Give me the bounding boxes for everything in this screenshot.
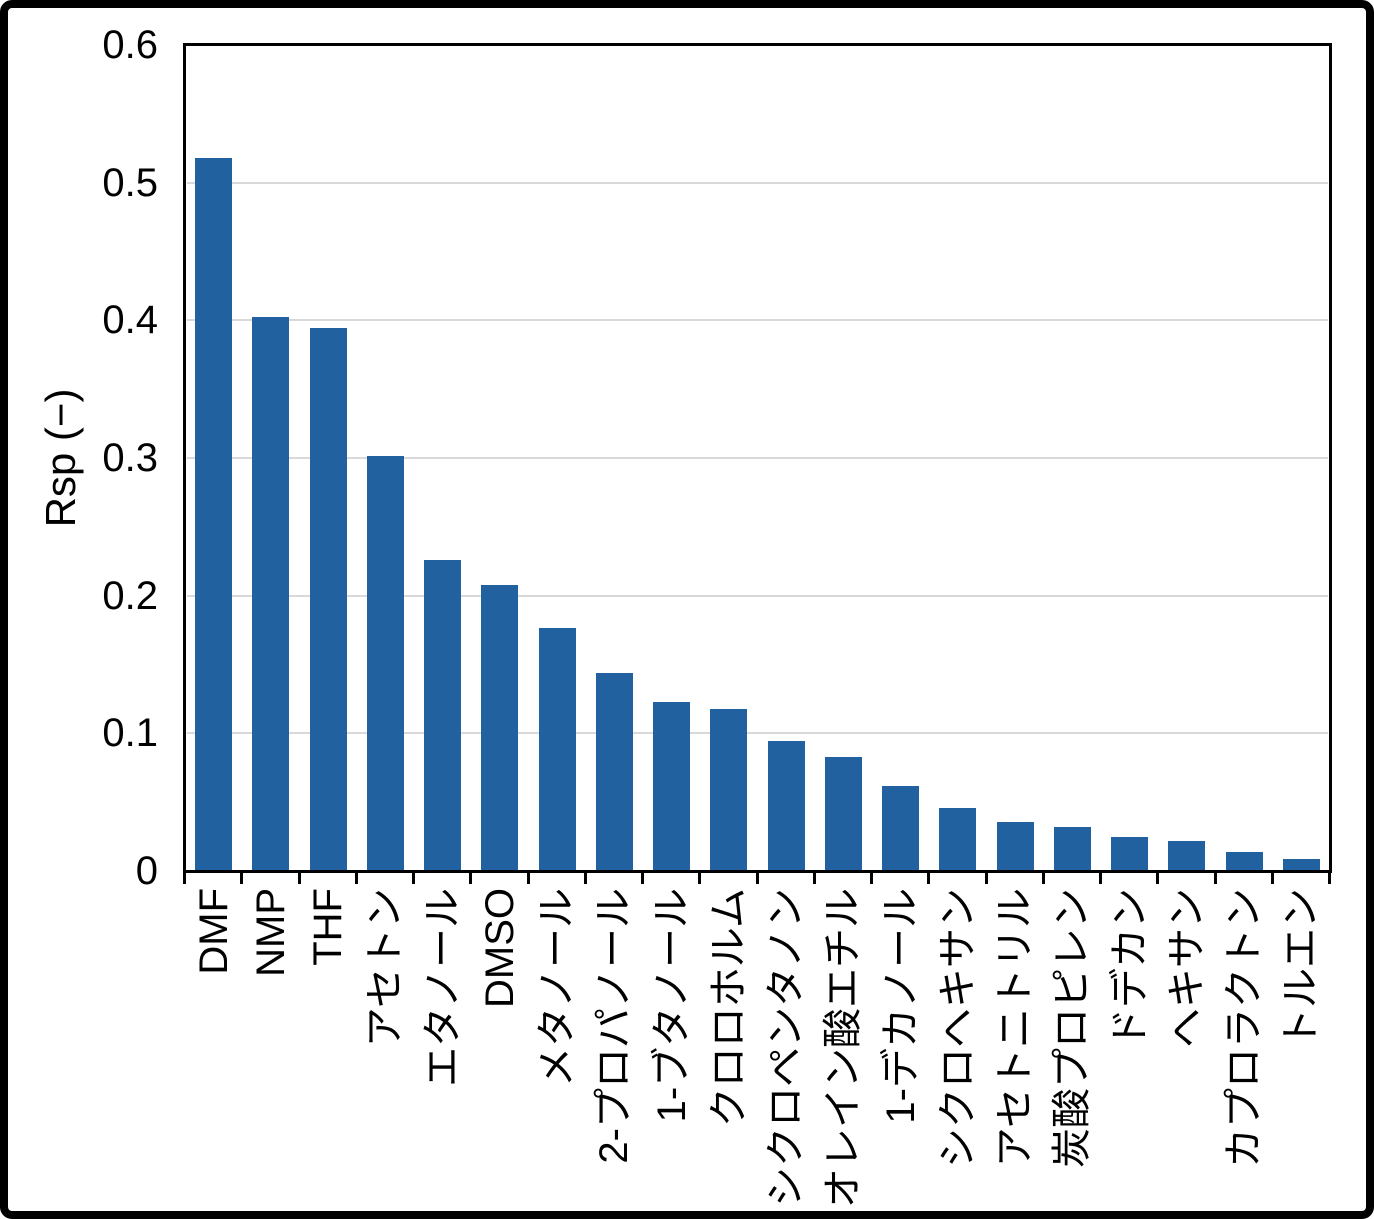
bar: [1111, 837, 1148, 870]
bar: [481, 585, 518, 870]
bar: [825, 757, 862, 870]
x-axis-tick: [1042, 871, 1045, 884]
x-axis-category-label: エタノール: [421, 888, 465, 1087]
y-axis-tick-label: 0.2: [102, 574, 158, 618]
x-axis-tick: [183, 871, 186, 884]
gridline: [187, 319, 1328, 321]
x-axis-tick: [641, 871, 644, 884]
bar: [768, 741, 805, 870]
bar: [882, 786, 919, 870]
bar: [252, 317, 289, 870]
x-axis-category-label: 2-プロパノール: [592, 888, 636, 1164]
y-axis-tick-label: 0.1: [102, 711, 158, 755]
x-axis-tick: [1099, 871, 1102, 884]
x-axis-category-label: アセトン: [363, 888, 407, 1048]
bar: [539, 628, 576, 870]
x-axis-tick: [1156, 871, 1159, 884]
x-axis-tick: [1214, 871, 1217, 884]
x-axis-category-label: THF: [306, 888, 350, 966]
plot-border-right: [1329, 43, 1332, 871]
y-axis-tick-label: 0.3: [102, 436, 158, 480]
x-axis-category-label: ドデカン: [1108, 888, 1152, 1048]
x-axis-tick: [298, 871, 301, 884]
x-axis-category-label: ヘキサン: [1165, 888, 1209, 1048]
gridline: [187, 732, 1328, 734]
x-axis-tick: [584, 871, 587, 884]
y-axis-tick-label: 0.4: [102, 298, 158, 342]
x-axis-tick: [527, 871, 530, 884]
bar: [1054, 827, 1091, 870]
bar: [653, 702, 690, 870]
bar: [195, 158, 232, 870]
x-axis-tick: [870, 871, 873, 884]
y-axis-title: Rsp (−): [37, 388, 84, 528]
x-axis-tick: [1328, 871, 1331, 884]
gridline: [187, 182, 1328, 184]
x-axis-category-label: アセトニトリル: [993, 888, 1037, 1168]
bar: [1168, 841, 1205, 870]
x-axis-category-label: NMP: [249, 888, 293, 977]
x-axis-category-label: 1-デカノール: [879, 888, 923, 1124]
bar: [1226, 852, 1263, 870]
bar: [367, 456, 404, 870]
x-axis-category-label: シクロペンタノン: [764, 888, 808, 1207]
x-axis-category-label: トルエン: [1279, 888, 1323, 1048]
x-axis-tick: [469, 871, 472, 884]
gridline: [187, 457, 1328, 459]
x-axis-tick: [813, 871, 816, 884]
y-axis-line: [183, 43, 186, 871]
bar: [1283, 859, 1320, 870]
x-axis-tick: [698, 871, 701, 884]
bar: [710, 709, 747, 870]
x-axis-tick: [756, 871, 759, 884]
x-axis-tick: [985, 871, 988, 884]
x-axis-category-label: クロロホルム: [707, 888, 751, 1128]
x-axis-category-label: 1-ブタノール: [650, 888, 694, 1123]
y-axis-tick-label: 0: [135, 849, 158, 893]
plot-border-top: [183, 43, 1332, 46]
y-axis-tick-label: 0.5: [102, 161, 158, 205]
x-axis-category-label: DMF: [192, 888, 236, 975]
gridline: [187, 595, 1328, 597]
y-axis-tick-label: 0.6: [102, 23, 158, 67]
bar: [997, 822, 1034, 870]
bar: [939, 808, 976, 870]
bar: [424, 560, 461, 870]
x-axis-category-label: シクロヘキサン: [936, 888, 980, 1168]
x-axis-category-label: 炭酸プロピレン: [1050, 888, 1094, 1168]
bar: [596, 673, 633, 870]
x-axis-category-label: オレイン酸エチル: [821, 888, 865, 1208]
x-axis-category-label: カプロラクトン: [1222, 888, 1266, 1168]
x-axis-tick: [240, 871, 243, 884]
x-axis-category-label: メタノール: [535, 888, 579, 1087]
x-axis-tick: [927, 871, 930, 884]
x-axis-tick: [355, 871, 358, 884]
x-axis-tick: [1271, 871, 1274, 884]
x-axis-category-label: DMSO: [478, 888, 522, 1008]
bar: [310, 328, 347, 870]
x-axis-tick: [412, 871, 415, 884]
